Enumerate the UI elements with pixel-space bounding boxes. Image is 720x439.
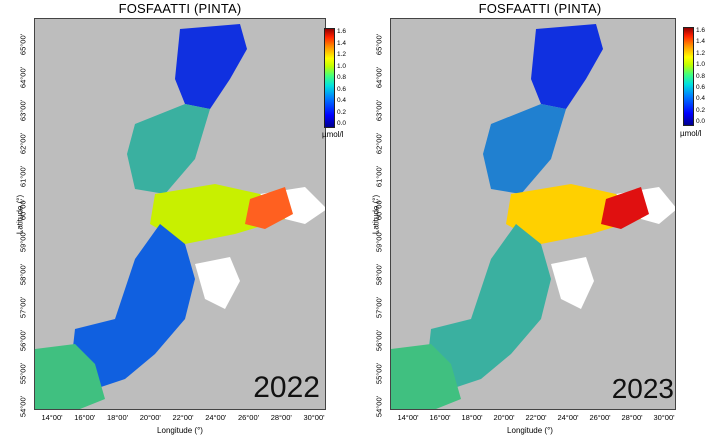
x-tick-label: 14°00'	[41, 413, 63, 422]
sea-gulf-of-finland-east	[245, 187, 293, 229]
baltic-map	[35, 24, 325, 409]
colorbar-tick-label: 1.4	[696, 38, 706, 46]
map-title: FOSFAATTI (PINTA)	[478, 1, 602, 16]
y-tick-label: 65°00'	[374, 33, 384, 56]
colorbar-tick-label: 1.4	[337, 39, 347, 47]
y-tick-label: 54°00'	[374, 395, 384, 418]
sea-bothnian-sea	[483, 104, 566, 194]
sea-southwest	[35, 344, 105, 409]
colorbar-tick-label: 0.8	[696, 72, 706, 80]
x-tick-label: 18°00'	[106, 413, 129, 422]
y-tick-label: 63°00'	[18, 99, 28, 121]
x-tick-label: 16°00'	[74, 413, 96, 422]
y-tick-label: 64°00'	[374, 66, 384, 88]
colorbar-tick-label: 1.2	[696, 49, 706, 57]
y-tick-label: 57°00'	[18, 297, 28, 319]
sea-bothnian-sea	[127, 104, 210, 194]
colorbar-tick-label: 1.2	[337, 51, 347, 58]
y-tick-label: 55°00'	[18, 363, 28, 385]
colorbar-tick-label: 0.2	[337, 108, 347, 116]
x-tick-label: 24°00'	[557, 413, 579, 422]
sea-bothnian-bay	[175, 24, 247, 109]
x-tick-label: 22°00'	[525, 413, 547, 422]
x-tick-label: 16°00'	[429, 413, 451, 422]
colorbar-tick-label: 0.6	[696, 83, 706, 91]
y-tick-label: 59°00'	[374, 231, 384, 253]
x-tick-label: 28°00'	[270, 413, 292, 422]
colorbar-tick-label: 0.8	[337, 74, 347, 81]
colorbar-tick-label: 1.6	[696, 27, 706, 34]
colorbar-tick-label: 0.0	[696, 118, 706, 125]
x-axis-label: Longitude (°)	[507, 426, 553, 435]
map-frame	[390, 18, 676, 410]
x-tick-label: 30°00'	[303, 413, 325, 422]
x-tick-label: 26°00'	[237, 413, 260, 422]
y-tick-label: 62°00'	[374, 132, 384, 154]
land-area-estonia	[195, 257, 240, 309]
map-panel-2022: FOSFAATTI (PINTA) 2022 Latitude (°) Long…	[16, 1, 347, 435]
y-tick-label: 64°00'	[18, 66, 28, 88]
x-tick-label: 24°00'	[205, 413, 227, 422]
colorbar-unit: µmol/l	[680, 129, 702, 138]
year-label: 2023	[611, 373, 674, 404]
colorbar-unit: µmol/l	[322, 130, 344, 139]
sea-southwest	[391, 344, 461, 409]
x-tick-label: 26°00'	[589, 413, 611, 422]
sea-baltic-proper	[426, 224, 551, 389]
y-tick-label: 57°00'	[374, 297, 384, 319]
colorbar-tick-label: 0.2	[696, 106, 706, 114]
year-label: 2022	[253, 371, 320, 404]
map-panel-2023: FOSFAATTI (PINTA) 2023 Latitude (°) Long…	[360, 0, 720, 439]
x-tick-label: 28°00'	[621, 413, 643, 422]
x-tick-label: 22°00'	[172, 413, 194, 422]
map-frame	[34, 18, 326, 410]
y-tick-label: 61°00'	[374, 165, 384, 187]
colorbar-tick-label: 1.6	[337, 28, 347, 35]
y-tick-label: 58°00'	[18, 264, 28, 286]
y-tick-label: 59°00'	[18, 231, 28, 253]
x-tick-label: 30°00'	[653, 413, 675, 422]
x-tick-label: 20°00'	[139, 413, 161, 422]
colorbar	[683, 27, 694, 126]
y-tick-label: 61°00'	[18, 165, 28, 187]
x-tick-label: 14°00'	[397, 413, 419, 422]
y-tick-label: 65°00'	[18, 33, 28, 56]
colorbar-tick-label: 0.0	[337, 120, 347, 127]
colorbar-tick-label: 1.0	[696, 61, 706, 69]
sea-baltic-proper	[70, 224, 195, 389]
colorbar	[324, 28, 335, 128]
x-axis-label: Longitude (°)	[157, 426, 203, 435]
sea-bothnian-bay	[531, 24, 603, 109]
colorbar-tick-label: 0.6	[337, 85, 347, 93]
x-tick-label: 18°00'	[461, 413, 483, 422]
y-tick-label: 56°00'	[374, 330, 384, 352]
colorbar-tick-label: 1.0	[337, 62, 347, 70]
baltic-map	[391, 24, 675, 409]
y-tick-label: 60°00'	[374, 198, 384, 220]
y-tick-label: 63°00'	[374, 99, 384, 121]
map-title: FOSFAATTI (PINTA)	[118, 1, 242, 16]
colorbar-tick-label: 0.4	[337, 97, 347, 104]
y-tick-label: 54°00'	[18, 395, 28, 418]
y-tick-label: 60°00'	[18, 198, 28, 220]
sea-gulf-of-finland-east	[601, 187, 649, 229]
x-tick-label: 20°00'	[493, 413, 515, 422]
colorbar-tick-label: 0.4	[696, 95, 706, 103]
y-tick-label: 55°00'	[374, 363, 384, 385]
y-tick-label: 62°00'	[18, 132, 28, 154]
y-tick-label: 56°00'	[18, 330, 28, 352]
land-area-estonia	[551, 257, 594, 309]
y-tick-label: 58°00'	[374, 264, 384, 286]
